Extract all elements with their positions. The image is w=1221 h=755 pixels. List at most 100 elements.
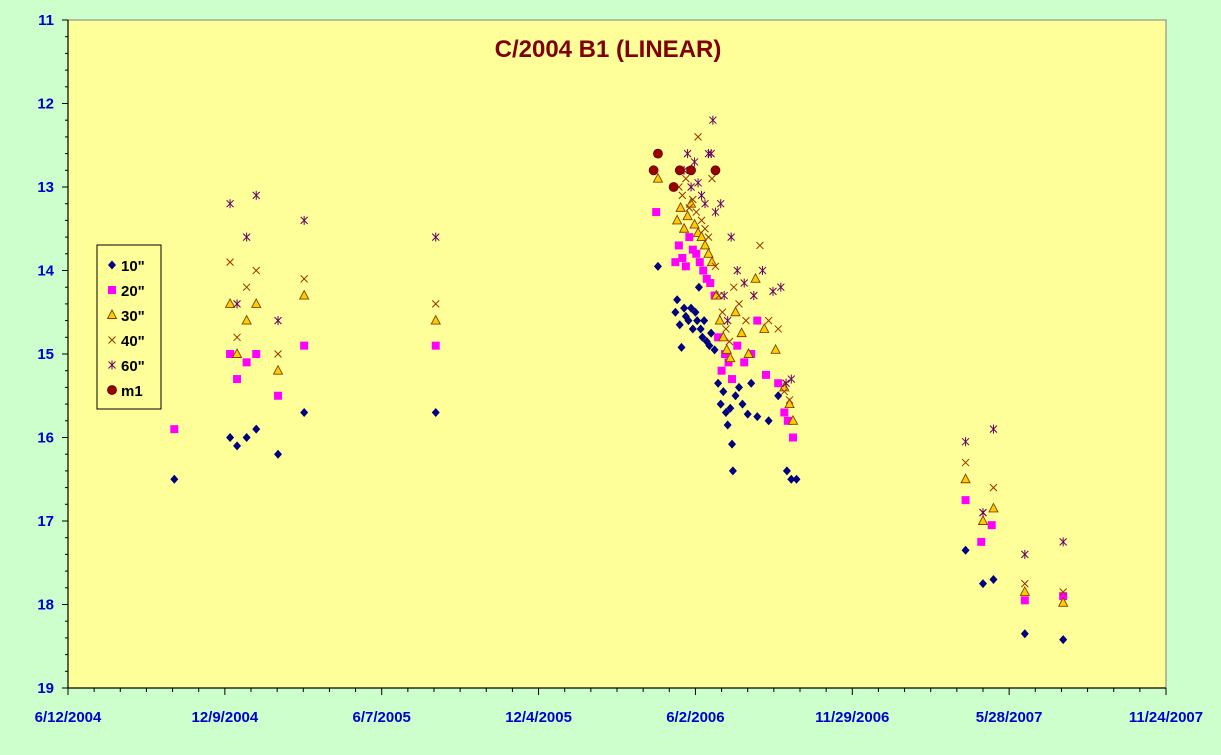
data-point: [697, 190, 706, 200]
data-point: [725, 352, 736, 363]
x-stroke: [274, 350, 282, 358]
data-point: [431, 407, 440, 417]
data-point: [710, 345, 719, 355]
data-point: [716, 199, 725, 209]
data-point: [697, 216, 706, 225]
y-tick-label: 19: [37, 680, 54, 697]
data-point: [706, 279, 715, 288]
data-point: [726, 403, 735, 413]
data-point: [776, 282, 785, 292]
data-point: [696, 324, 705, 334]
data-point: [688, 245, 697, 254]
data-point: [694, 133, 702, 141]
data-point: [727, 232, 736, 242]
data-points: [170, 115, 1069, 645]
x-stroke: [242, 283, 251, 292]
data-point: [705, 341, 714, 351]
data-point: [759, 322, 770, 333]
x-stroke: [688, 195, 697, 204]
data-point: [743, 409, 752, 419]
data-point: [698, 332, 707, 342]
x-stroke: [701, 224, 709, 233]
data-point: [743, 348, 754, 358]
data-point: [701, 224, 709, 233]
data-point: [226, 350, 235, 358]
x-stroke: [725, 337, 734, 346]
data-point: [718, 308, 727, 317]
x-stroke: [108, 336, 116, 344]
data-point: [750, 272, 761, 283]
data-point: [721, 407, 730, 417]
x-stroke: [233, 333, 241, 342]
legend-label: 40": [121, 333, 145, 350]
data-point: [758, 266, 767, 275]
data-point: [678, 191, 687, 200]
data-point: [979, 579, 987, 589]
data-point: [682, 210, 693, 221]
data-point: [764, 316, 773, 325]
data-point: [733, 341, 742, 350]
data-point: [685, 233, 694, 242]
x-stroke: [300, 274, 309, 283]
x-stroke: [1059, 588, 1068, 596]
data-point: [653, 261, 662, 271]
x-stroke: [708, 174, 716, 183]
data-point: [695, 258, 704, 267]
data-point: [769, 286, 777, 296]
y-tick-label: 15: [37, 346, 54, 363]
data-point: [674, 165, 685, 176]
legend-marker: [108, 260, 116, 270]
data-point: [711, 207, 720, 217]
data-point: [717, 366, 726, 375]
x-stroke: [780, 387, 789, 396]
x-stroke: [692, 208, 701, 216]
data-point: [729, 283, 738, 292]
x-stroke: [681, 174, 690, 183]
data-point: [733, 266, 742, 275]
data-point: [736, 327, 747, 338]
data-point: [774, 391, 783, 401]
x-stroke: [735, 300, 743, 308]
data-point: [252, 266, 261, 275]
data-point: [688, 195, 697, 204]
data-point: [693, 316, 702, 326]
data-point: [762, 370, 771, 379]
data-point: [756, 241, 764, 250]
legend-marker: [108, 360, 116, 370]
legend-label: 60": [121, 358, 145, 375]
data-point: [233, 333, 241, 342]
data-point: [961, 458, 970, 467]
data-point: [738, 399, 747, 409]
data-point: [714, 333, 723, 342]
data-point: [753, 316, 762, 325]
data-point: [740, 278, 749, 288]
x-stroke: [764, 316, 773, 325]
data-point: [677, 342, 686, 352]
legend-marker: [108, 336, 116, 344]
data-point: [716, 399, 725, 409]
data-point: [274, 350, 282, 358]
x-stroke: [742, 316, 750, 325]
x-tick-label: 6/7/2005: [353, 709, 411, 726]
legend-label: 20": [121, 283, 145, 300]
data-point: [731, 391, 740, 401]
data-point: [252, 190, 261, 200]
data-point: [226, 199, 234, 209]
legend-marker: [107, 385, 117, 395]
data-point: [787, 474, 796, 484]
data-point: [787, 374, 796, 384]
x-stroke: [774, 325, 783, 333]
data-point: [728, 375, 737, 384]
data-point: [653, 148, 663, 159]
data-point: [1057, 596, 1069, 607]
data-point: [692, 208, 701, 216]
data-point: [694, 178, 702, 188]
data-point: [1059, 537, 1068, 547]
data-point: [747, 378, 756, 388]
data-point: [272, 364, 284, 375]
data-point: [714, 314, 726, 325]
data-point: [735, 300, 743, 308]
data-point: [274, 391, 283, 400]
data-point: [735, 382, 743, 392]
data-point: [708, 174, 716, 183]
